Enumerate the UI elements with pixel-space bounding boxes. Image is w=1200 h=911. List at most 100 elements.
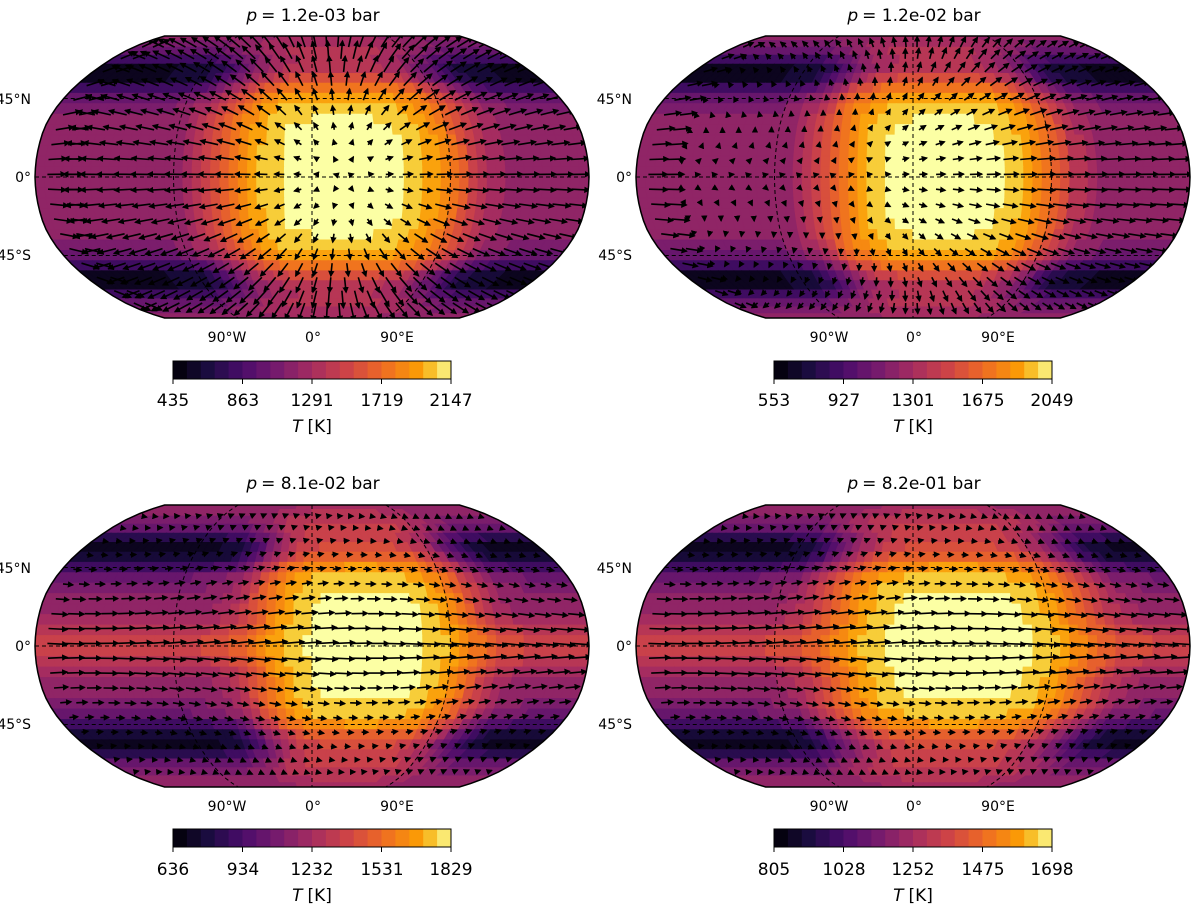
temperature-cell xyxy=(838,155,850,167)
temperature-cell xyxy=(364,218,376,230)
wind-arrow xyxy=(795,184,803,191)
temperature-cell xyxy=(792,176,803,188)
temperature-cell xyxy=(173,166,184,178)
temperature-cell xyxy=(449,176,461,188)
colorbar-segment xyxy=(982,361,997,379)
temperature-cell xyxy=(820,176,831,188)
temperature-cell xyxy=(329,197,340,209)
temperature-cell xyxy=(337,113,348,125)
temperature-cell xyxy=(355,218,367,230)
temperature-cell xyxy=(866,187,877,199)
temperature-cell xyxy=(838,176,849,188)
panel-1-colorbar-label: T [K] xyxy=(292,417,332,437)
wind-arrow xyxy=(798,141,805,149)
temperature-cell xyxy=(108,176,119,188)
temperature-cell xyxy=(946,239,957,251)
temperature-cell xyxy=(1132,155,1144,167)
temperature-cell xyxy=(136,176,147,188)
temperature-cell xyxy=(718,166,730,178)
temperature-cell xyxy=(229,208,241,220)
temperature-cell xyxy=(709,176,720,188)
temperature-cell xyxy=(1022,155,1034,167)
wind-arrow xyxy=(1071,186,1092,194)
temperature-cell xyxy=(419,208,431,220)
temperature-cell xyxy=(921,145,932,157)
temperature-cell xyxy=(303,260,313,272)
colorbar-segment xyxy=(186,361,202,379)
temperature-cell xyxy=(256,176,267,188)
temperature-cell xyxy=(319,260,329,272)
temperature-cell xyxy=(774,176,785,188)
temperature-cell xyxy=(1115,176,1126,188)
temperature-cell xyxy=(1030,145,1042,157)
wind-arrow xyxy=(874,62,881,72)
wind-arrow xyxy=(806,247,814,255)
temperature-cell xyxy=(1105,155,1117,167)
temperature-cell xyxy=(663,155,676,167)
wind-arrow xyxy=(764,199,770,207)
temperature-cell xyxy=(393,197,405,209)
wind-arrow xyxy=(914,302,921,315)
temperature-cell xyxy=(958,155,969,167)
wind-arrow xyxy=(823,93,831,101)
temperature-cell xyxy=(219,176,230,188)
temperature-cell xyxy=(569,166,581,178)
wind-arrow xyxy=(79,186,99,193)
temperature-cell xyxy=(329,155,341,167)
temperature-cell xyxy=(821,134,833,146)
wind-arrow xyxy=(808,94,816,102)
temperature-cell xyxy=(247,208,259,220)
temperature-cell xyxy=(457,145,469,157)
wind-arrow xyxy=(520,186,540,194)
temperature-cell xyxy=(514,176,525,188)
temperature-cell xyxy=(191,176,202,188)
wind-arrow xyxy=(146,186,167,194)
temperature-cell xyxy=(1012,145,1024,157)
temperature-cell xyxy=(672,176,684,188)
temperature-cell xyxy=(1106,176,1117,188)
temperature-cell xyxy=(412,176,424,188)
temperature-cell xyxy=(293,166,304,178)
temperature-cell xyxy=(126,176,138,188)
temperature-cell xyxy=(746,176,757,188)
temperature-cell xyxy=(551,166,562,178)
temperature-cell xyxy=(830,145,841,157)
temperature-cell xyxy=(866,145,878,157)
temperature-cell xyxy=(801,166,813,178)
temperature-cell xyxy=(830,197,841,209)
wind-arrow xyxy=(677,158,686,165)
temperature-cell xyxy=(374,134,386,146)
temperature-cell xyxy=(894,166,905,178)
temperature-cell xyxy=(858,124,870,136)
panel-3-title: p = 8.1e-02 bar xyxy=(245,474,379,494)
temperature-cell xyxy=(1150,155,1163,167)
temperature-cell xyxy=(857,176,868,188)
temperature-cell xyxy=(329,208,340,220)
wind-arrow xyxy=(779,184,786,191)
wind-arrow xyxy=(902,36,909,48)
temperature-cell xyxy=(956,218,968,230)
temperature-cell xyxy=(839,134,851,146)
temperature-cell xyxy=(320,208,331,220)
temperature-cell xyxy=(929,113,941,125)
temperature-cell xyxy=(774,187,786,199)
wind-arrow xyxy=(694,157,702,165)
temperature-cell xyxy=(311,82,321,94)
temperature-cell xyxy=(1123,155,1135,167)
temperature-cell xyxy=(431,166,442,178)
temperature-cell xyxy=(1059,176,1071,188)
temperature-cell xyxy=(885,208,896,220)
temperature-cell xyxy=(966,208,978,220)
temperature-cell xyxy=(302,134,313,146)
temperature-cell xyxy=(288,73,298,84)
temperature-cell xyxy=(847,176,859,188)
temperature-cell xyxy=(976,187,988,199)
temperature-cell xyxy=(822,124,834,136)
temperature-cell xyxy=(304,289,313,300)
temperature-cell xyxy=(338,208,349,220)
temperature-cell xyxy=(376,166,387,178)
temperature-cell xyxy=(848,208,860,220)
wind-arrow xyxy=(1037,186,1057,194)
temperature-cell xyxy=(921,134,932,146)
temperature-cell xyxy=(930,166,942,178)
